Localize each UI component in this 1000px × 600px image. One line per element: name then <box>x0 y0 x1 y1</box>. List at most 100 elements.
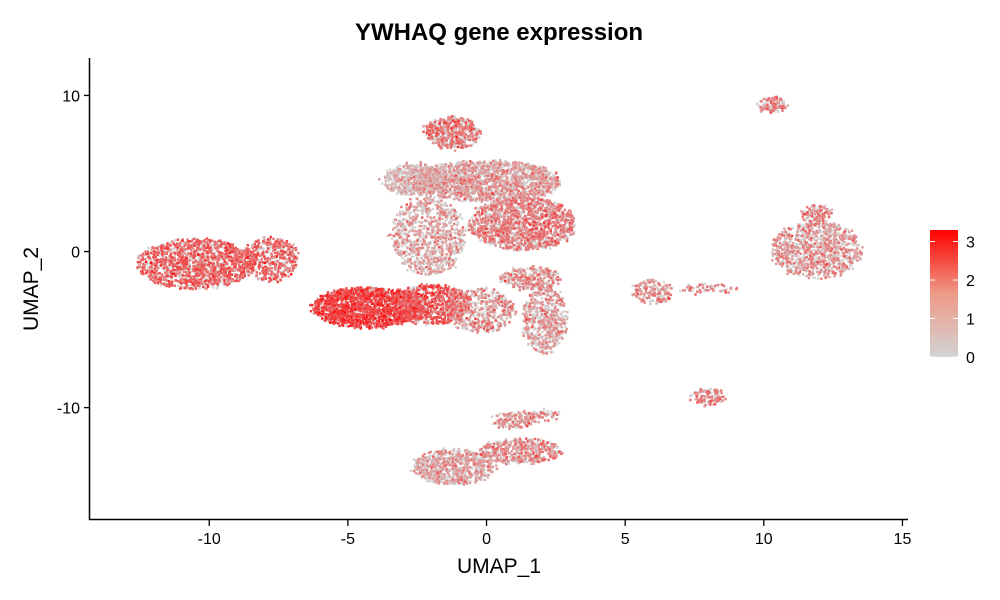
cell-point <box>410 175 413 178</box>
cell-point <box>433 122 437 126</box>
cell-point <box>486 211 489 214</box>
cell-point <box>220 280 223 283</box>
cell-point <box>211 243 214 246</box>
cell-point <box>468 188 471 191</box>
cell-point <box>520 164 524 167</box>
cell-point <box>500 177 503 180</box>
cell-point <box>448 118 451 122</box>
cell-point <box>197 282 200 286</box>
cell-point <box>431 121 435 125</box>
cell-point <box>407 185 411 188</box>
cell-point <box>210 258 213 261</box>
cell-point <box>507 166 510 169</box>
cell-point <box>411 164 414 167</box>
cell-point <box>491 226 495 229</box>
cell-point <box>435 124 438 127</box>
cell-point <box>433 118 436 122</box>
cell-point <box>430 198 433 201</box>
cell-point <box>531 166 535 169</box>
cell-point <box>527 170 530 173</box>
cell-point <box>433 196 436 199</box>
cell-point <box>838 254 841 257</box>
cell-point <box>816 277 820 280</box>
cell-point <box>491 294 494 297</box>
cell-point <box>195 266 198 269</box>
cell-point <box>401 173 404 176</box>
cell-point <box>136 267 139 270</box>
cell-point <box>376 316 379 320</box>
cell-point <box>493 292 496 295</box>
cell-point <box>537 188 540 191</box>
cell-point <box>559 290 562 293</box>
cell-point <box>712 287 716 290</box>
cell-point <box>478 178 481 181</box>
cell-point <box>453 249 456 252</box>
cell-point <box>478 136 481 139</box>
cell-point <box>466 165 469 169</box>
cell-point <box>535 443 539 446</box>
cell-point <box>403 224 407 227</box>
cell-point <box>448 164 452 167</box>
cell-point <box>534 342 538 345</box>
cell-point <box>392 168 395 172</box>
cell-point <box>441 207 444 211</box>
cell-point <box>795 242 798 245</box>
cell-point <box>488 225 492 228</box>
cell-point <box>679 289 682 293</box>
cell-point <box>462 243 465 247</box>
cell-point <box>408 215 412 219</box>
cell-point <box>454 258 458 261</box>
cell-point <box>394 225 398 229</box>
cell-point <box>547 178 550 181</box>
cell-point <box>175 264 179 267</box>
cell-point <box>550 410 553 413</box>
cell-point <box>504 200 507 203</box>
cell-point <box>211 240 215 243</box>
cell-point <box>510 187 514 191</box>
cell-point <box>453 245 456 248</box>
cell-point <box>405 250 408 253</box>
cell-point <box>426 323 429 326</box>
cell-point <box>511 207 514 210</box>
cell-point <box>411 205 415 209</box>
cell-point <box>399 220 403 223</box>
cell-point <box>412 270 416 273</box>
cell-point <box>423 207 426 210</box>
cell-point <box>485 286 488 289</box>
cell-point <box>543 304 547 307</box>
cell-point <box>441 244 444 247</box>
cell-point <box>441 163 444 167</box>
cell-point <box>467 190 470 193</box>
cell-point <box>456 289 459 292</box>
cell-point <box>166 274 169 277</box>
cell-point <box>396 228 399 232</box>
cell-point <box>279 237 282 240</box>
cell-point <box>408 288 411 292</box>
cell-point <box>485 225 488 228</box>
cell-point <box>492 223 496 226</box>
cell-point <box>557 410 561 414</box>
cell-point <box>171 250 175 254</box>
cell-point <box>395 168 399 171</box>
cell-point <box>472 140 475 143</box>
cell-point <box>429 254 432 258</box>
cell-point <box>412 220 415 223</box>
cell-point <box>367 304 370 307</box>
cell-point <box>471 197 475 200</box>
cell-point <box>400 245 404 248</box>
cell-point <box>526 200 530 204</box>
cell-point <box>450 226 453 229</box>
cell-point <box>234 261 237 264</box>
cell-point <box>551 206 554 209</box>
cell-point <box>421 206 424 210</box>
cell-point <box>453 122 456 125</box>
cell-point <box>405 180 408 183</box>
cell-point <box>539 240 543 244</box>
cell-point <box>424 165 427 169</box>
cell-point <box>445 312 448 316</box>
cell-point <box>477 168 481 172</box>
cell-point <box>491 330 494 333</box>
cell-point <box>812 276 816 279</box>
cell-point <box>546 178 549 181</box>
cell-point <box>323 318 326 321</box>
